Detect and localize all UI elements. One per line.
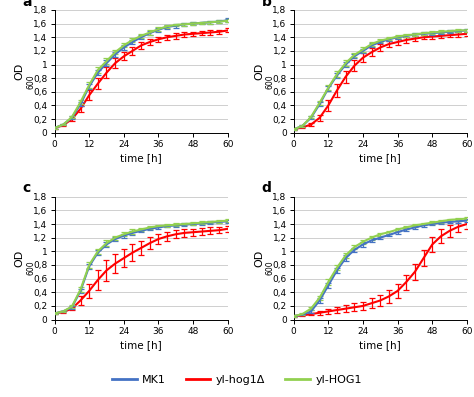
Text: 600: 600 (266, 261, 275, 275)
Text: 600: 600 (27, 261, 36, 275)
X-axis label: time [h]: time [h] (359, 340, 401, 350)
X-axis label: time [h]: time [h] (359, 153, 401, 163)
X-axis label: time [h]: time [h] (120, 153, 162, 163)
Text: OD: OD (254, 63, 264, 80)
Legend: MK1, yl-hog1Δ, yl-HOG1: MK1, yl-hog1Δ, yl-HOG1 (108, 370, 366, 389)
Text: c: c (22, 181, 31, 195)
X-axis label: time [h]: time [h] (120, 340, 162, 350)
Text: a: a (22, 0, 32, 9)
Text: d: d (262, 181, 272, 195)
Text: 600: 600 (27, 74, 36, 89)
Text: b: b (262, 0, 272, 9)
Text: OD: OD (15, 63, 25, 80)
Text: OD: OD (254, 250, 264, 267)
Text: OD: OD (15, 250, 25, 267)
Text: 600: 600 (266, 74, 275, 89)
